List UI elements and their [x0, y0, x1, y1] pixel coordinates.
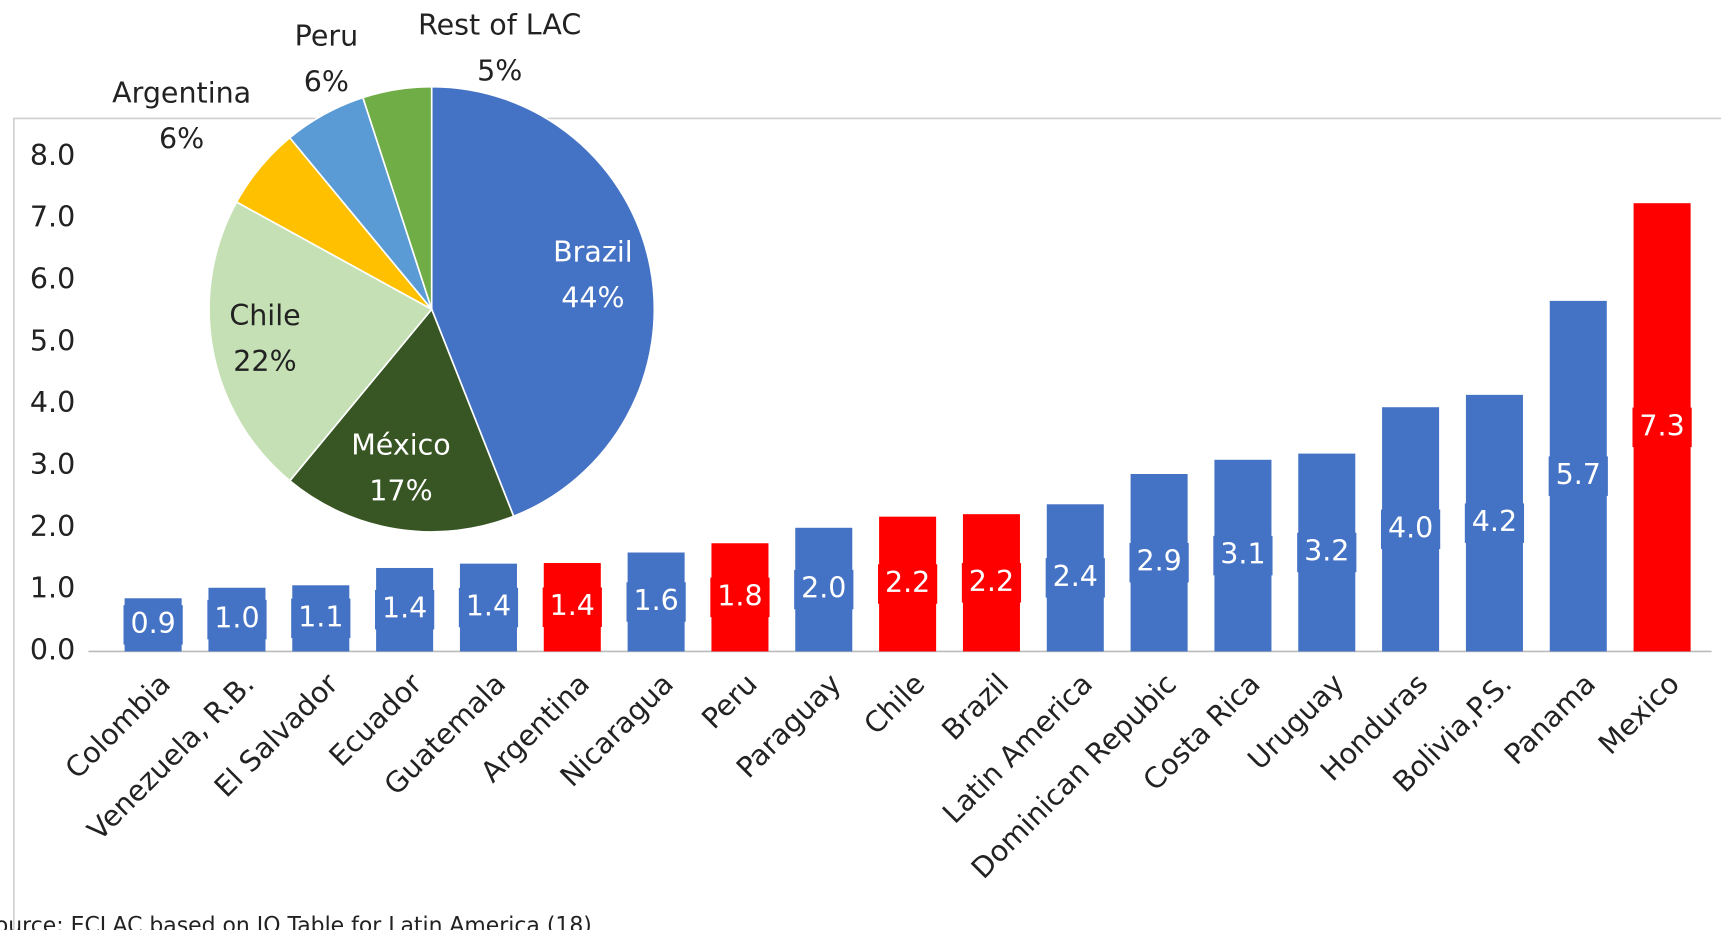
y-tick-label: 8.0 [30, 139, 75, 172]
value-label: 1.0 [214, 602, 259, 635]
value-label: 1.4 [382, 592, 427, 625]
slice-value: 22% [233, 345, 296, 378]
y-tick-label: 2.0 [30, 510, 75, 543]
value-label-box [1380, 509, 1441, 550]
value-label: 4.2 [1472, 505, 1517, 538]
slice-value: 44% [561, 281, 624, 314]
slice-value: 5% [477, 54, 522, 87]
value-label-box [1548, 456, 1608, 496]
slice-name: Peru [295, 19, 359, 52]
value-label-box [710, 577, 770, 618]
slice-name: Brazil [553, 235, 633, 268]
value-label: 3.2 [1304, 535, 1349, 568]
value-label: 2.9 [1136, 545, 1181, 578]
value-label-box [1213, 535, 1273, 576]
pie-slice [288, 307, 515, 533]
slice-name: México [351, 428, 451, 461]
value-label: 2.2 [969, 565, 1014, 598]
source: Source: ECLAC based on IO Table for Lati… [0, 914, 592, 930]
value-label: 0.9 [130, 607, 175, 640]
slice-name: Argentina [112, 76, 251, 109]
value-label-box [291, 598, 351, 639]
value-label: 2.2 [885, 566, 930, 599]
value-label-box [375, 589, 435, 630]
y-tick-label: 4.0 [30, 386, 75, 419]
value-label: 5.7 [1556, 458, 1601, 491]
value-label-box [1464, 503, 1525, 543]
y-tick-label: 7.0 [30, 201, 75, 234]
value-label-box [1045, 558, 1105, 598]
x-tick-label: Mexico [1592, 667, 1686, 761]
x-tick-label: Panama [1498, 667, 1602, 771]
value-label-box [1632, 407, 1692, 448]
pie-slice [430, 85, 656, 518]
value-label-box [458, 587, 519, 628]
value-label-box [878, 564, 938, 604]
slice-name: Rest of LAC [418, 8, 581, 41]
plot-frame [13, 117, 1721, 930]
y-tick-label: 6.0 [30, 262, 75, 295]
x-tick-label: Brazil [936, 667, 1016, 747]
x-tick-label: Latin America [936, 667, 1099, 830]
x-tick-label: Chile [858, 667, 932, 741]
x-tick-label: Peru [695, 667, 763, 735]
slice-value: 17% [369, 474, 432, 507]
slice-name: Chile [229, 299, 300, 332]
pie-slice [361, 85, 433, 310]
value-label: 2.4 [1053, 560, 1098, 593]
slice-value: 6% [159, 122, 204, 155]
value-label: 1.4 [550, 589, 595, 622]
y-tick-label: 3.0 [30, 448, 75, 481]
slice-value: 6% [304, 65, 349, 98]
value-label-box [542, 587, 602, 627]
value-label: 1.4 [466, 590, 511, 623]
value-label-box [626, 582, 686, 622]
value-label-box [961, 563, 1022, 603]
pie-slice [208, 200, 433, 482]
value-label: 2.0 [801, 572, 846, 605]
value-label-box [207, 599, 267, 640]
value-label: 1.8 [717, 579, 762, 612]
value-label: 3.1 [1220, 538, 1265, 571]
value-label-box [794, 569, 854, 610]
value-label-box [1129, 542, 1189, 583]
value-label: 7.3 [1639, 409, 1684, 442]
y-tick-label: 5.0 [30, 324, 75, 357]
value-label-box [123, 605, 183, 645]
y-tick-label: 1.0 [30, 572, 75, 605]
value-label-box [1297, 532, 1357, 573]
y-tick-label: 0.0 [30, 633, 75, 666]
value-label: 1.1 [298, 600, 343, 633]
value-label: 1.6 [633, 584, 678, 617]
value-label: 4.0 [1388, 511, 1433, 544]
